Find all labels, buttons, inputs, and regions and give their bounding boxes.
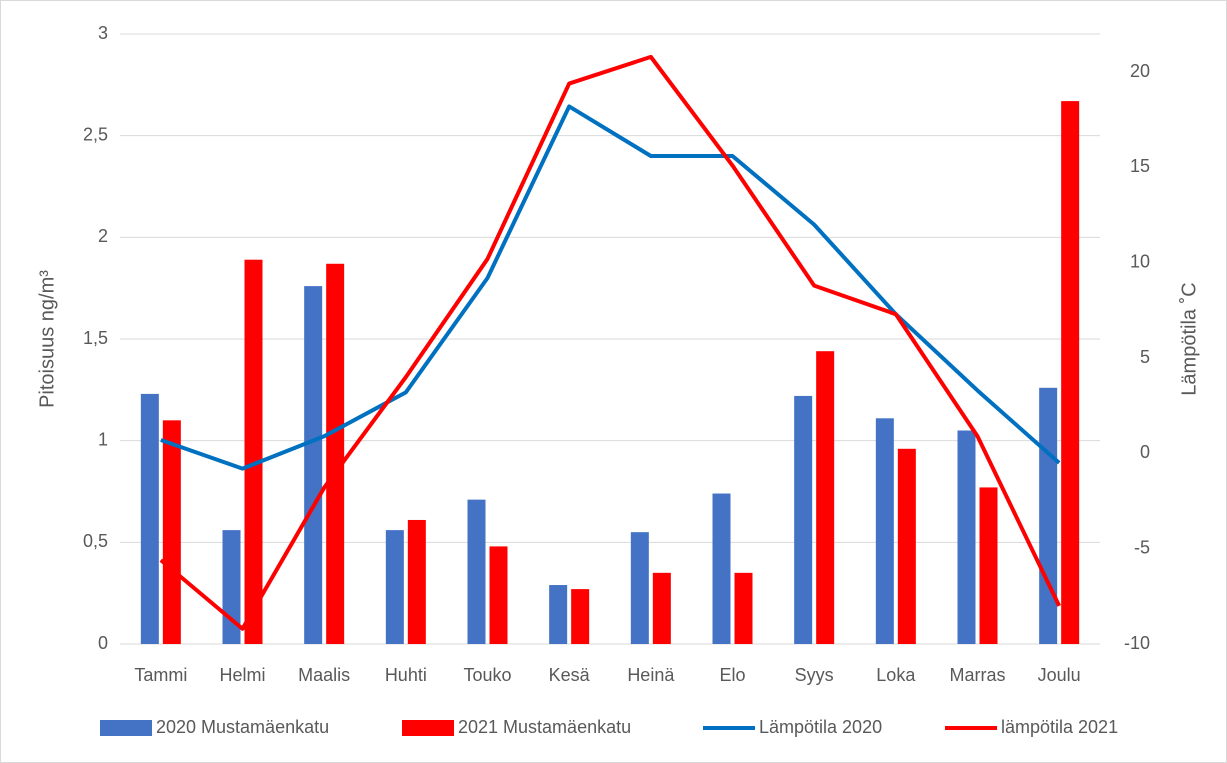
x-tick-label: Helmi [219, 665, 265, 685]
x-tick-label: Joulu [1038, 665, 1081, 685]
y-tick-label: 1 [98, 429, 108, 449]
legend-label: 2020 Mustamäenkatu [156, 717, 329, 737]
y-axis-label: Pitoisuus ng/m³ [36, 270, 58, 408]
bar [244, 259, 263, 644]
bar [652, 572, 671, 644]
legend-swatch [100, 720, 152, 736]
y-tick-label: 2,5 [83, 124, 108, 144]
x-tick-label: Marras [949, 665, 1005, 685]
bar [407, 519, 426, 644]
bar [489, 546, 508, 644]
bar [734, 572, 753, 644]
bar [1061, 101, 1080, 645]
y2-tick-label: -5 [1134, 537, 1150, 557]
bar [140, 393, 159, 644]
y-tick-label: 2 [98, 226, 108, 246]
bar [712, 493, 731, 644]
x-tick-label: Tammi [134, 665, 187, 685]
legend-label: Lämpötila 2020 [759, 717, 882, 737]
bar [957, 430, 976, 644]
y2-tick-label: 10 [1130, 252, 1150, 272]
bar [162, 420, 181, 644]
x-tick-label: Loka [876, 665, 916, 685]
x-tick-label: Maalis [298, 665, 350, 685]
legend-label: lämpötila 2021 [1001, 717, 1118, 737]
x-tick-label: Touko [463, 665, 511, 685]
bar [979, 487, 998, 644]
bar [467, 499, 486, 644]
bar [630, 532, 649, 644]
y2-tick-label: -10 [1124, 633, 1150, 653]
bar [304, 286, 323, 644]
y2-tick-label: 0 [1140, 442, 1150, 462]
x-tick-label: Heinä [627, 665, 675, 685]
y2-tick-label: 5 [1140, 347, 1150, 367]
bar [875, 418, 894, 644]
y-tick-label: 0 [98, 633, 108, 653]
bar [897, 448, 916, 644]
bar [571, 589, 590, 644]
y-tick-label: 0,5 [83, 531, 108, 551]
bar [326, 263, 345, 644]
x-tick-label: Syys [795, 665, 834, 685]
bar [1039, 387, 1058, 644]
bar [816, 351, 835, 644]
x-tick-label: Elo [719, 665, 745, 685]
y2-tick-label: 15 [1130, 156, 1150, 176]
bar [794, 395, 813, 644]
x-tick-label: Huhti [385, 665, 427, 685]
legend-label: 2021 Mustamäenkatu [458, 717, 631, 737]
x-tick-label: Kesä [549, 665, 591, 685]
y-tick-label: 3 [98, 23, 108, 43]
line [160, 104, 1061, 471]
y2-axis-label: Lämpötila ˚C [1178, 282, 1200, 395]
legend-swatch [402, 720, 454, 736]
line [159, 54, 1061, 631]
bar [549, 585, 568, 644]
y2-tick-label: 20 [1130, 61, 1150, 81]
y-tick-label: 1,5 [83, 328, 108, 348]
bar [385, 530, 404, 644]
